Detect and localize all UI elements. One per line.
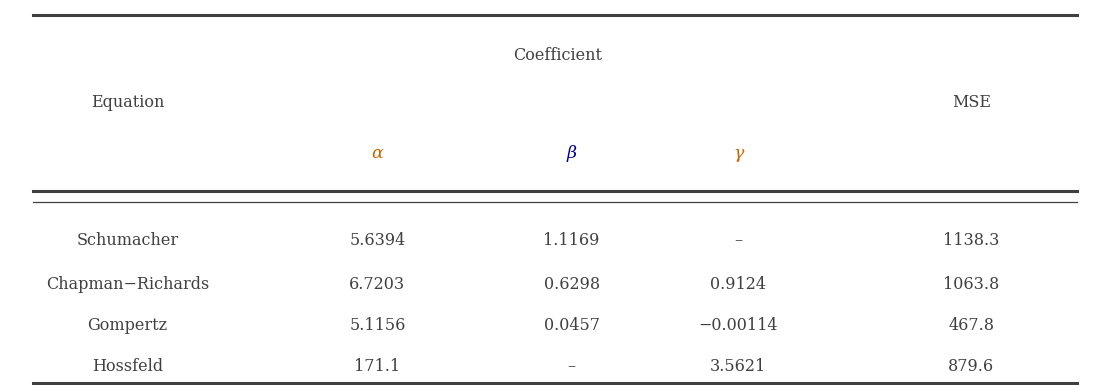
- Text: 5.1156: 5.1156: [350, 317, 405, 334]
- Text: 0.6298: 0.6298: [544, 276, 599, 293]
- Text: 171.1: 171.1: [354, 358, 401, 375]
- Text: 0.0457: 0.0457: [544, 317, 599, 334]
- Text: β: β: [566, 146, 577, 162]
- Text: MSE: MSE: [951, 94, 991, 110]
- Text: 1138.3: 1138.3: [944, 232, 999, 249]
- Text: –: –: [567, 358, 576, 375]
- Text: γ: γ: [733, 146, 744, 162]
- Text: Equation: Equation: [91, 94, 164, 110]
- Text: 879.6: 879.6: [948, 358, 995, 375]
- Text: 3.5621: 3.5621: [710, 358, 766, 375]
- Text: –: –: [734, 232, 743, 249]
- Text: Schumacher: Schumacher: [77, 232, 179, 249]
- Text: 467.8: 467.8: [948, 317, 995, 334]
- Text: Gompertz: Gompertz: [88, 317, 168, 334]
- Text: −0.00114: −0.00114: [698, 317, 778, 334]
- Text: 1.1169: 1.1169: [544, 232, 599, 249]
- Text: 0.9124: 0.9124: [710, 276, 766, 293]
- Text: Hossfeld: Hossfeld: [92, 358, 163, 375]
- Text: 6.7203: 6.7203: [350, 276, 405, 293]
- Text: 1063.8: 1063.8: [944, 276, 999, 293]
- Text: Coefficient: Coefficient: [513, 47, 603, 64]
- Text: α: α: [372, 146, 383, 162]
- Text: Chapman−Richards: Chapman−Richards: [46, 276, 210, 293]
- Text: 5.6394: 5.6394: [350, 232, 405, 249]
